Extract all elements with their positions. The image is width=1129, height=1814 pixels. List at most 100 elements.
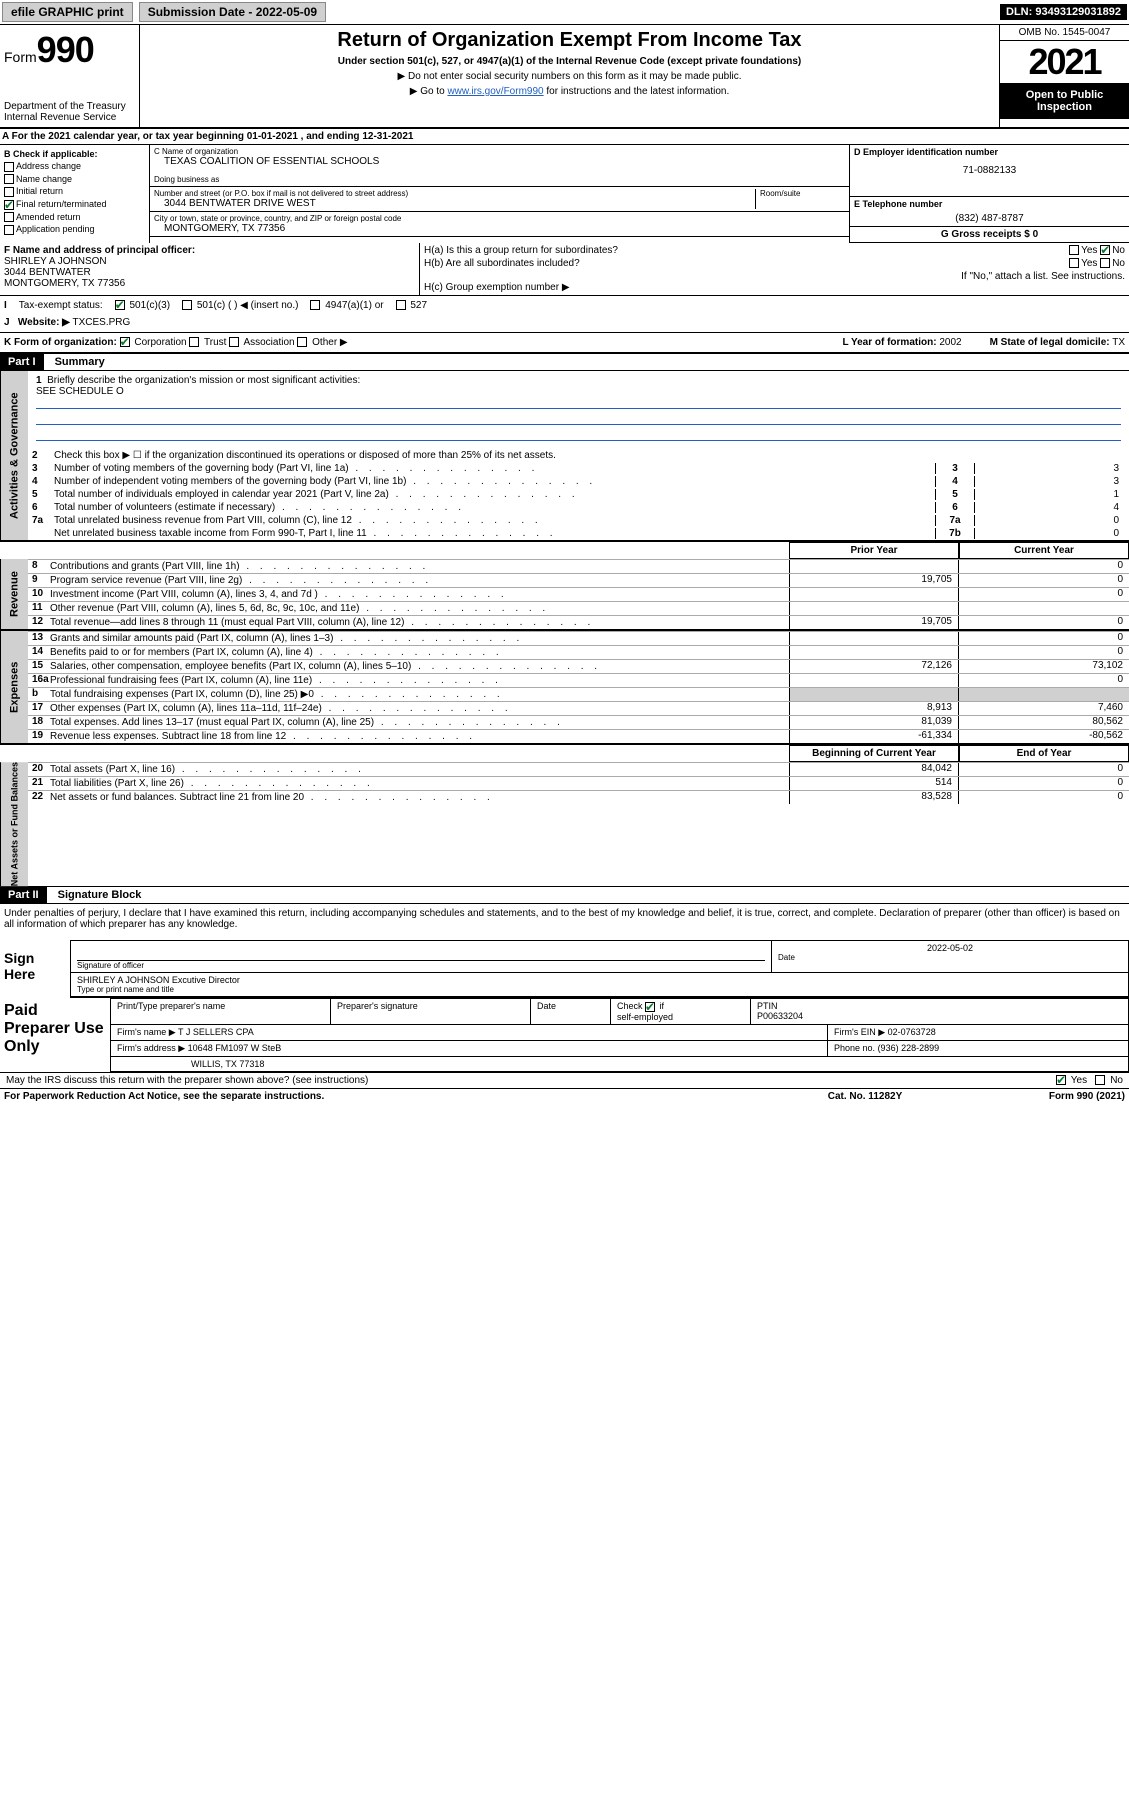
check-address-change[interactable]: Address change bbox=[4, 161, 145, 172]
activities-governance-block: Activities & Governance 1 Briefly descri… bbox=[0, 371, 1129, 540]
row-prior bbox=[789, 674, 959, 687]
row-curr: 0 bbox=[959, 777, 1129, 790]
line2: 2 Check this box ▶ ☐ if the organization… bbox=[28, 449, 1129, 462]
section-ij: I Tax-exempt status: 501(c)(3) 501(c) ( … bbox=[0, 296, 1129, 333]
check-name-label: Name change bbox=[16, 174, 72, 184]
firm-name-label: Firm's name ▶ bbox=[117, 1027, 176, 1037]
line-box: 4 bbox=[935, 476, 975, 487]
check-final-return[interactable]: Final return/terminated bbox=[4, 199, 145, 210]
officer-addr1: 3044 BENTWATER bbox=[4, 267, 91, 278]
section-k: K Form of organization: Corporation Trus… bbox=[4, 337, 814, 348]
form990-link[interactable]: www.irs.gov/Form990 bbox=[447, 86, 543, 97]
city-value: MONTGOMERY, TX 77356 bbox=[154, 223, 845, 234]
firm-addr1: 10648 FM1097 W SteB bbox=[188, 1043, 282, 1053]
table-row: 22Net assets or fund balances. Subtract … bbox=[28, 790, 1129, 804]
check-amended-return[interactable]: Amended return bbox=[4, 212, 145, 223]
row-num: 13 bbox=[28, 632, 50, 645]
table-row: 15Salaries, other compensation, employee… bbox=[28, 659, 1129, 673]
gross-value: 0 bbox=[1033, 229, 1039, 240]
dln-label: DLN: bbox=[1006, 6, 1035, 18]
line-text: Total unrelated business revenue from Pa… bbox=[54, 515, 935, 526]
m-label: M State of legal domicile: bbox=[990, 337, 1110, 348]
check-corporation[interactable]: Corporation bbox=[120, 337, 187, 348]
officer-signature-cell[interactable]: Signature of officer bbox=[71, 941, 772, 972]
paid-preparer-table: Print/Type preparer's name Preparer's si… bbox=[110, 998, 1129, 1072]
row-prior: 72,126 bbox=[789, 660, 959, 673]
hb-note: If "No," attach a list. See instructions… bbox=[424, 271, 1125, 282]
org-name-value: TEXAS COALITION OF ESSENTIAL SCHOOLS bbox=[154, 156, 845, 167]
telephone-value: (832) 487-8787 bbox=[854, 213, 1125, 224]
dln-value: 93493129031892 bbox=[1035, 6, 1121, 18]
sign-here-label: Sign Here bbox=[0, 940, 70, 998]
net-assets-body: 20Total assets (Part X, line 16)84,04202… bbox=[28, 762, 1129, 886]
line-value: 1 bbox=[975, 489, 1125, 500]
check-application-pending[interactable]: Application pending bbox=[4, 224, 145, 235]
may-discuss-text: May the IRS discuss this return with the… bbox=[6, 1075, 1056, 1086]
section-f: F Name and address of principal officer:… bbox=[0, 243, 420, 295]
section-h: H(a) Is this a group return for subordin… bbox=[420, 243, 1129, 295]
check-501c3[interactable]: 501(c)(3) bbox=[115, 300, 170, 311]
row-text: Professional fundraising fees (Part IX, … bbox=[50, 674, 789, 687]
501c-other-label: 501(c) ( ) ◀ (insert no.) bbox=[197, 300, 299, 311]
line-value: 3 bbox=[975, 476, 1125, 487]
row-num: 21 bbox=[28, 777, 50, 790]
check-527[interactable]: 527 bbox=[396, 300, 427, 311]
sign-cells: Signature of officer 2022-05-02 Date SHI… bbox=[70, 940, 1129, 998]
line-text: Total number of volunteers (estimate if … bbox=[54, 502, 935, 513]
room-label: Room/suite bbox=[760, 189, 845, 198]
paid-row-1: Print/Type preparer's name Preparer's si… bbox=[111, 999, 1128, 1025]
check-name-change[interactable]: Name change bbox=[4, 174, 145, 185]
row-text: Benefits paid to or for members (Part IX… bbox=[50, 646, 789, 659]
row-prior: 19,705 bbox=[789, 616, 959, 629]
phone-label: Phone no. bbox=[834, 1043, 875, 1053]
part2-label: Part II bbox=[0, 887, 47, 903]
table-row: 18Total expenses. Add lines 13–17 (must … bbox=[28, 715, 1129, 729]
sign-date-cell: 2022-05-02 Date bbox=[772, 941, 1128, 972]
row-curr: 0 bbox=[959, 674, 1129, 687]
activities-body: 1 Briefly describe the organization's mi… bbox=[28, 371, 1129, 540]
line-num: 4 bbox=[32, 476, 54, 487]
may-discuss-yesno: Yes No bbox=[1056, 1075, 1123, 1086]
row-num: 19 bbox=[28, 730, 50, 743]
hb-label: H(b) Are all subordinates included? bbox=[424, 258, 580, 269]
row-prior bbox=[789, 560, 959, 573]
check-initial-return[interactable]: Initial return bbox=[4, 186, 145, 197]
other-label: Other ▶ bbox=[312, 337, 347, 348]
end-year-header: End of Year bbox=[959, 745, 1129, 762]
yes-label: Yes bbox=[1071, 1075, 1087, 1086]
check-trust[interactable]: Trust bbox=[189, 337, 226, 348]
line-box: 5 bbox=[935, 489, 975, 500]
submission-date-value: 2022-05-09 bbox=[256, 5, 317, 19]
ein-label: D Employer identification number bbox=[854, 147, 1125, 157]
line-value: 0 bbox=[975, 528, 1125, 539]
row-curr: 0 bbox=[959, 646, 1129, 659]
website-label: Website: ▶ bbox=[18, 317, 70, 328]
check-501c-other[interactable]: 501(c) ( ) ◀ (insert no.) bbox=[182, 300, 298, 311]
check-4947[interactable]: 4947(a)(1) or bbox=[310, 300, 383, 311]
k-label: K Form of organization: bbox=[4, 337, 117, 348]
form-label-text: Form bbox=[4, 49, 37, 65]
row-curr bbox=[959, 602, 1129, 615]
dept-treasury: Department of the Treasury bbox=[4, 101, 135, 112]
paid-row-3: Firm's address ▶ 10648 FM1097 W SteB Pho… bbox=[111, 1041, 1128, 1057]
check-association[interactable]: Association bbox=[229, 337, 294, 348]
row-text: Total assets (Part X, line 16) bbox=[50, 763, 789, 776]
row-curr: 0 bbox=[959, 588, 1129, 601]
firm-phone-cell: Phone no. (936) 228-2899 bbox=[828, 1041, 1128, 1056]
assoc-label: Association bbox=[243, 337, 294, 348]
efile-button[interactable]: efile GRAPHIC print bbox=[2, 2, 133, 22]
row-text: Total expenses. Add lines 13–17 (must eq… bbox=[50, 716, 789, 729]
row-curr: 80,562 bbox=[959, 716, 1129, 729]
net-assets-header: Beginning of Current Year End of Year bbox=[0, 745, 1129, 762]
revenue-block: Revenue 8Contributions and grants (Part … bbox=[0, 559, 1129, 629]
check-other-form[interactable]: Other ▶ bbox=[297, 337, 347, 348]
h-a-line: H(a) Is this a group return for subordin… bbox=[424, 245, 1125, 256]
submission-date-button[interactable]: Submission Date - 2022-05-09 bbox=[139, 2, 326, 22]
row-num: b bbox=[28, 688, 50, 701]
part2-header-bar: Part II Signature Block bbox=[0, 886, 1129, 904]
sign-date-label: Date bbox=[778, 953, 1122, 962]
officer-name-title: SHIRLEY A JOHNSON Excutive Director bbox=[77, 975, 1122, 985]
l-label: L Year of formation: bbox=[842, 337, 936, 348]
tax-status-label: Tax-exempt status: bbox=[19, 300, 103, 311]
sec-f-label: F Name and address of principal officer: bbox=[4, 245, 195, 256]
